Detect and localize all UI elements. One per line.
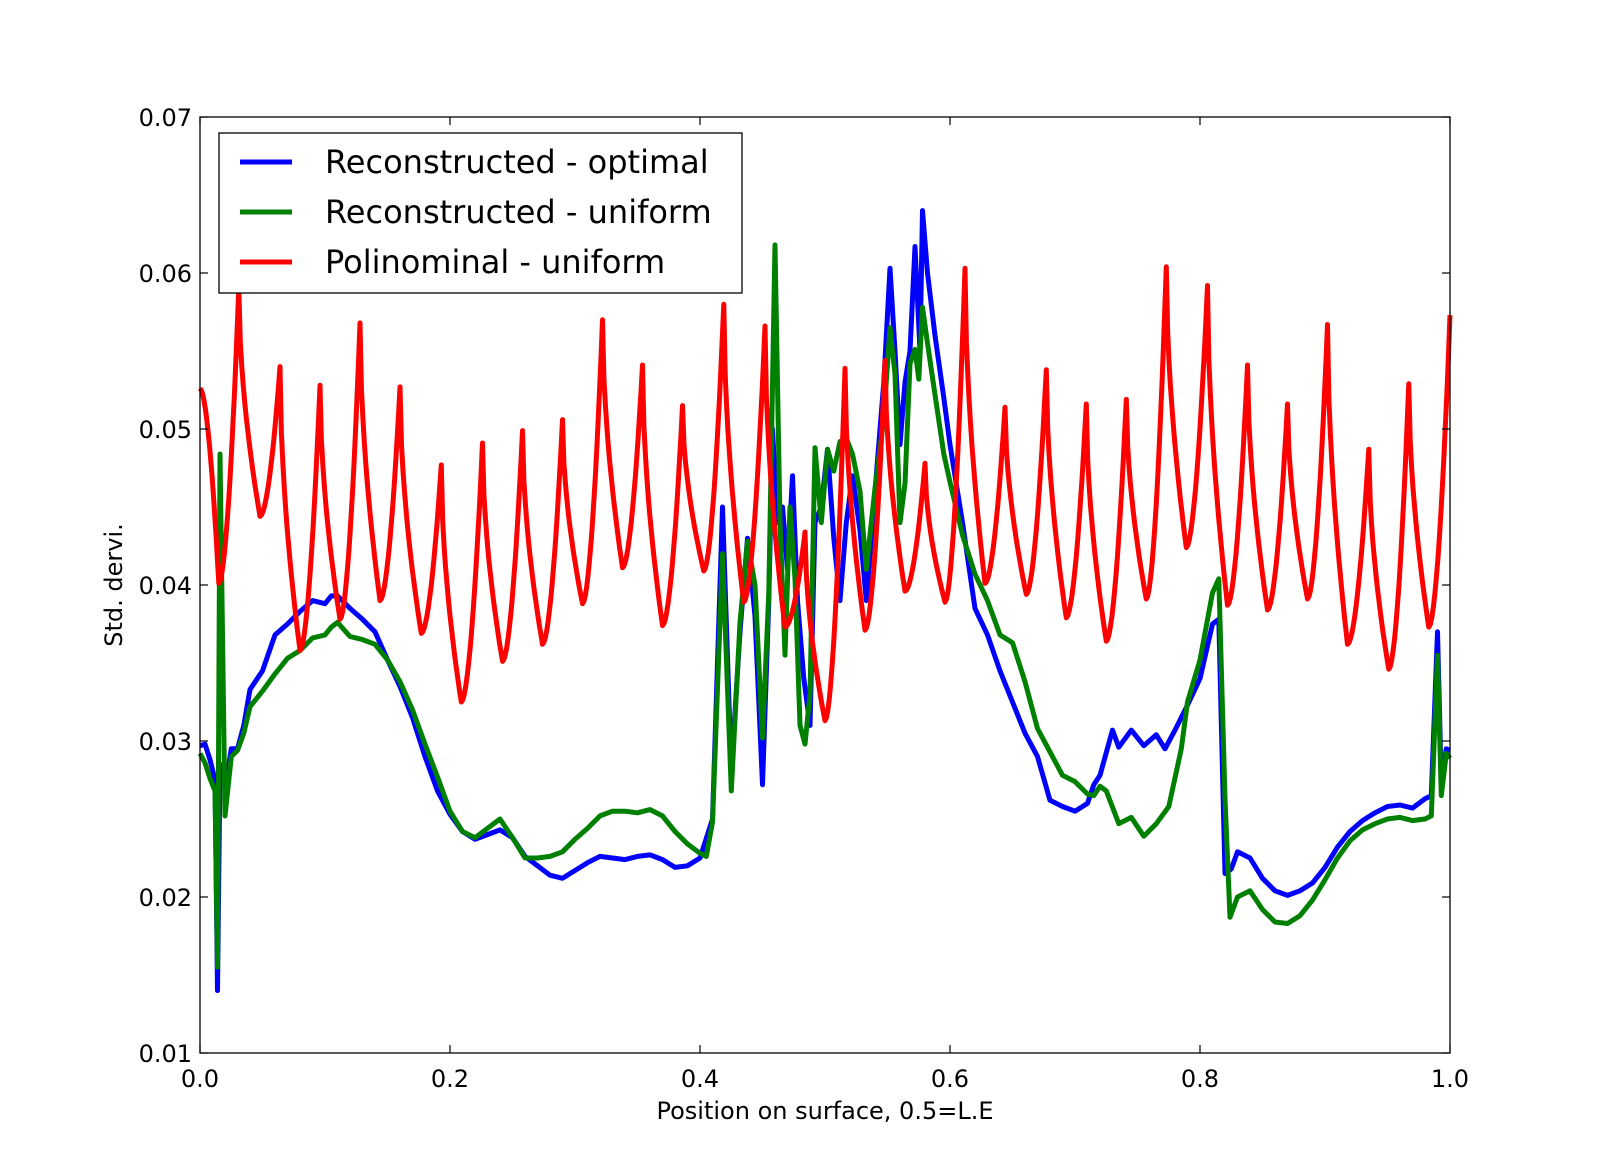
x-tick-label: 0.0 [181,1065,219,1093]
y-tick-label: 0.04 [139,572,192,600]
ticks-layer: 0.0 0.2 0.4 0.6 0.8 1.0 0.01 0.02 0.03 0.04 0.05 0.… [139,104,1470,1093]
x-tick-label: 0.4 [681,1065,719,1093]
legend-label-reconstructed-uniform: Reconstructed - uniform [325,193,712,231]
x-tick-label: 0.2 [431,1065,469,1093]
series-line-reconstructed-uniform [197,242,1452,970]
series-line-polinominal-uniform [198,264,1453,724]
y-tick-label: 0.02 [139,884,192,912]
series-layer [197,208,1453,994]
y-axis-label: Std. dervi. [100,523,128,647]
legend-label-reconstructed-optimal: Reconstructed - optimal [325,143,709,181]
y-tick-label: 0.07 [139,104,192,132]
x-tick-label: 1.0 [1431,1065,1469,1093]
y-tick-label: 0.03 [139,728,192,756]
y-tick-label: 0.06 [139,260,192,288]
x-tick-label: 0.8 [1181,1065,1219,1093]
x-tick-label: 0.6 [931,1065,969,1093]
x-axis-label: Position on surface, 0.5=L.E [657,1097,994,1125]
y-tick-label: 0.01 [139,1040,192,1068]
legend-label-polinominal-uniform: Polinominal - uniform [325,243,665,281]
legend-box [218,132,743,294]
legend: Reconstructed - optimal Reconstructed - u… [218,132,743,294]
y-tick-label: 0.05 [139,416,192,444]
